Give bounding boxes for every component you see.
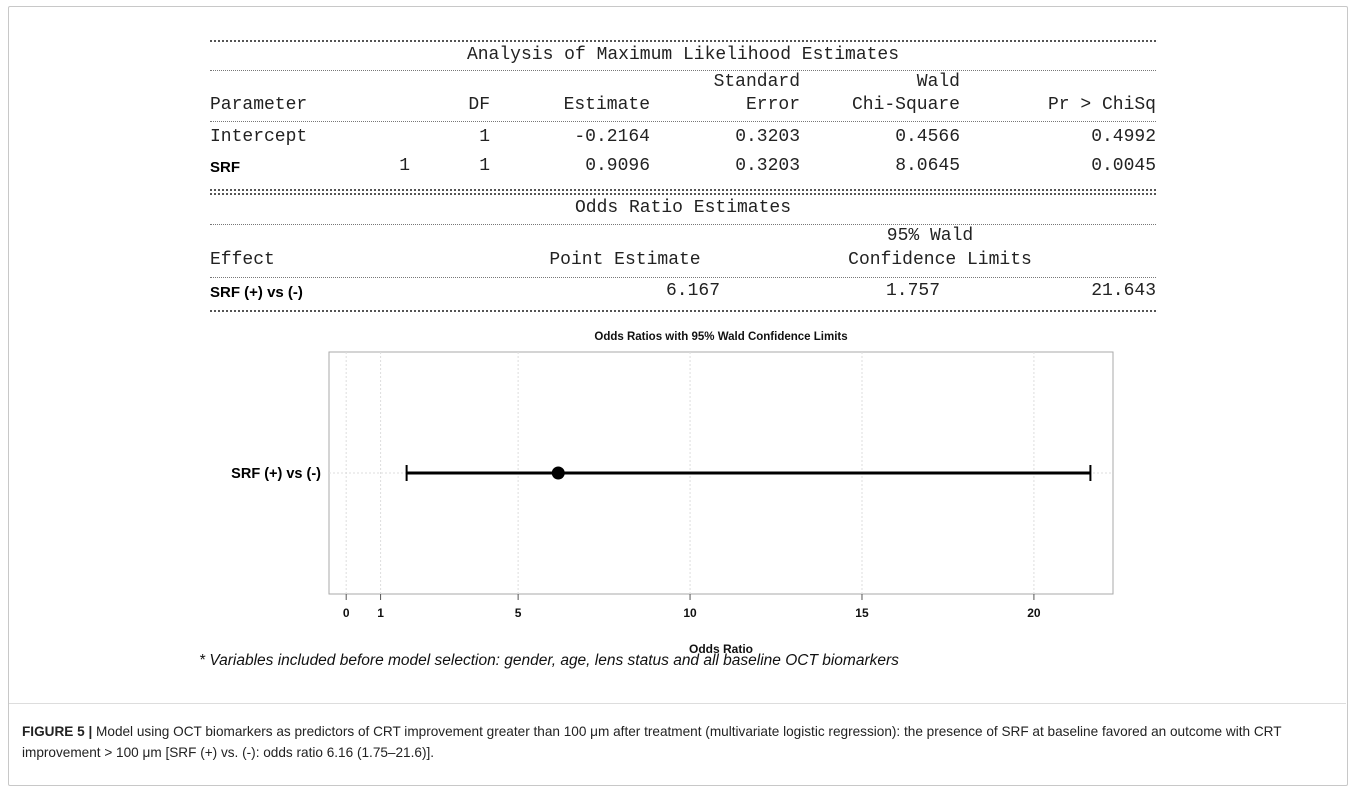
x-tick-label: 5 <box>515 606 522 620</box>
table-row: Intercept 1 -0.2164 0.3203 0.4566 0.4992 <box>210 127 1156 149</box>
figure-label: FIGURE 5 | <box>22 724 93 739</box>
mle-header-parameter: Parameter <box>210 95 308 115</box>
x-axis: 0 1 5 10 15 20 <box>343 594 1041 620</box>
x-axis-label: Odds Ratio <box>689 642 753 656</box>
cell-df: 1 <box>479 127 490 147</box>
x-tick-label: 0 <box>343 606 350 620</box>
cell-level: 1 <box>399 156 410 176</box>
cell-lower: 1.757 <box>885 281 940 301</box>
cell-p: 0.0045 <box>1091 156 1156 176</box>
cell-se: 0.3203 <box>735 127 800 147</box>
mle-header-wald-top: Wald <box>916 72 960 92</box>
cell-effect: SRF (+) vs (-) <box>210 284 303 301</box>
cell-wald: 0.4566 <box>895 127 960 147</box>
table-rule <box>210 224 1156 225</box>
mle-header-top: Standard Wald <box>210 72 1156 94</box>
mle-header: Parameter DF Estimate Error Chi-Square P… <box>210 95 1156 117</box>
mle-header-se: Error <box>745 95 800 115</box>
or-header-cl-top: 95% Wald <box>886 226 974 246</box>
caption-divider <box>9 703 1346 704</box>
or-title: Odds Ratio Estimates <box>574 198 792 218</box>
footnote: * Variables included before model select… <box>199 652 899 669</box>
or-header: Effect Point Estimate Confidence Limits <box>210 250 1156 272</box>
table-row: SRF (+) vs (-) 6.167 1.757 21.643 <box>210 281 1156 303</box>
or-header-point: Point Estimate <box>549 250 701 270</box>
cell-estimate: 0.9096 <box>585 156 650 176</box>
y-axis-labels: SRF (+) vs (-) <box>231 466 321 482</box>
mle-header-df: DF <box>468 95 490 115</box>
cell-point: 6.167 <box>665 281 720 301</box>
mle-header-wald: Chi-Square <box>851 95 960 115</box>
mle-header-estimate: Estimate <box>563 95 650 115</box>
mle-header-se-top: Standard <box>713 72 800 92</box>
table-rule <box>210 277 1156 278</box>
cell-parameter: Intercept <box>210 127 308 147</box>
table-rule <box>210 70 1156 71</box>
x-tick-label: 20 <box>1027 606 1041 620</box>
or-header-effect: Effect <box>210 250 275 270</box>
cell-se: 0.3203 <box>735 156 800 176</box>
table-rule <box>210 310 1156 312</box>
table-rule <box>210 40 1156 42</box>
x-tick-label: 15 <box>855 606 869 620</box>
cell-parameter: SRF <box>210 159 240 176</box>
x-tick-label: 1 <box>377 606 384 620</box>
caption-text: Model using OCT biomarkers as predictors… <box>22 724 1282 760</box>
cell-upper: 21.643 <box>1091 281 1156 301</box>
point-estimate-marker <box>551 466 565 480</box>
table-rule <box>210 189 1156 191</box>
or-header-cl: Confidence Limits <box>848 250 1032 270</box>
mle-title-row: Analysis of Maximum Likelihood Estimates <box>210 45 1156 67</box>
cell-estimate: -0.2164 <box>574 127 650 147</box>
figure-frame <box>8 6 1348 786</box>
figure-caption: FIGURE 5 | Model using OCT biomarkers as… <box>22 721 1342 763</box>
mle-header-p: Pr > ChiSq <box>1047 95 1156 115</box>
odds-ratio-plot: Odds Ratios with 95% Wald Confidence Lim… <box>231 331 1114 656</box>
cell-p: 0.4992 <box>1091 127 1156 147</box>
table-rule <box>210 193 1156 195</box>
table-rule <box>210 121 1156 122</box>
x-tick-label: 10 <box>683 606 697 620</box>
or-header-top: 95% Wald <box>210 226 1156 248</box>
mle-title: Analysis of Maximum Likelihood Estimates <box>466 45 900 65</box>
table-row: SRF 1 1 0.9096 0.3203 8.0645 0.0045 <box>210 156 1156 178</box>
chart-title: Odds Ratios with 95% Wald Confidence Lim… <box>594 331 847 343</box>
y-category-label: SRF (+) vs (-) <box>231 466 321 482</box>
cell-wald: 8.0645 <box>895 156 960 176</box>
plot-marks <box>405 465 1092 481</box>
or-title-row: Odds Ratio Estimates <box>210 198 1156 220</box>
cell-df: 1 <box>479 156 490 176</box>
